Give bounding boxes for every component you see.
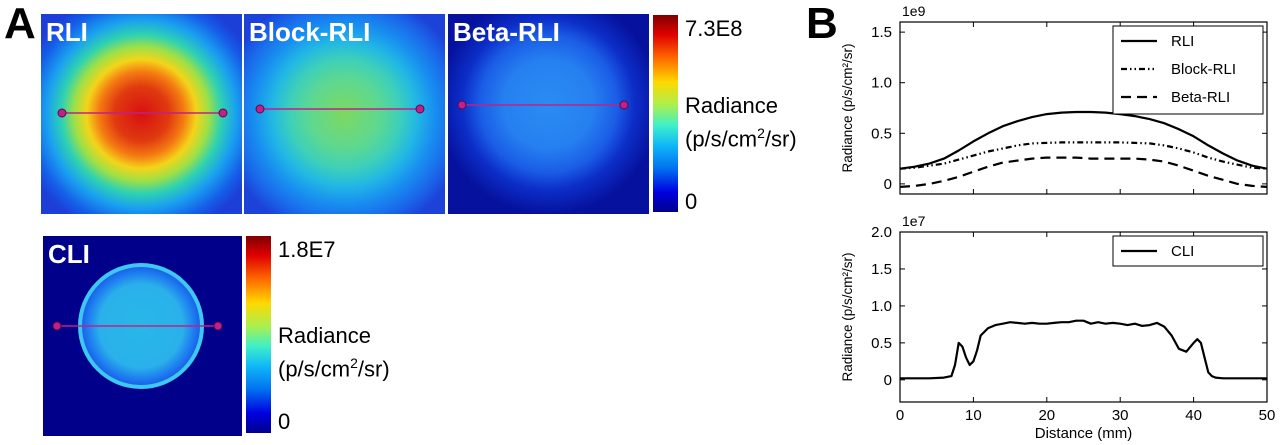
chart-legend: CLI [1112,235,1264,267]
plot-frame [899,21,1268,195]
x-axis-label: Distance (mm) [1035,425,1133,442]
beta-rli-image-title: Beta-RLI [453,17,560,47]
x-tick-label: 20 [1038,407,1055,424]
series-line-rli [900,110,1267,170]
y-tick-label: 2.0 [871,224,892,241]
y-tick-label: 0.5 [871,125,892,142]
y-tick-label: 1.0 [871,298,892,315]
colorbar-top-title-line1: Radiance [685,93,778,118]
series-line-block-rli [900,141,1267,170]
colorbar-top-title: Radiance (p/s/cm2/sr) [685,94,797,151]
chart-legend: RLI Block-RLI Beta-RLI [1112,25,1264,115]
block-rli-image-title: Block-RLI [249,17,371,47]
y-tick-label: 0.5 [871,335,892,352]
rli-image-title: RLI [46,17,88,47]
cli-image: CLI [43,236,242,436]
colorbar-bottom-title-line2: (p/s/cm2/sr) [278,355,390,382]
y-tick-label: 1.5 [871,261,892,278]
colorbar-bottom [246,236,271,433]
panel-b-letter: B [806,0,838,48]
x-tick-label: 30 [1112,407,1129,424]
y-scale-label: 1e7 [902,213,926,229]
colorbar-top-max-label: 7.3E8 [685,16,743,41]
cli-heatmap [43,236,242,436]
y-tick-label: 0 [884,372,892,389]
beta-rli-heatmap [448,14,649,214]
colorbar-bottom-min-label: 0 [278,409,291,434]
x-tick-label: 0 [896,407,904,424]
plot-frame [899,231,1268,403]
block-rli-profile-end-marker[interactable] [415,104,425,114]
chart-2: 0 0.5 1.0 1.5 2.0 0 10 20 30 40 50 1e7 Radiance (p/s… [840,213,1275,442]
block-rli-profile-start-marker[interactable] [255,104,265,114]
legend-entry: Beta-RLI [1171,89,1230,106]
colorbar-bottom-max-label: 1.8E7 [278,237,336,262]
legend-entry: RLI [1171,33,1194,50]
legend-entry: Block-RLI [1171,61,1236,78]
rli-heatmap [41,14,242,214]
beta-rli-image: Beta-RLI [448,14,649,214]
block-rli-heatmap [244,14,445,214]
colorbar-top [653,15,678,212]
y-tick-label: 1.0 [871,75,892,92]
chart-1: 0 0.5 1.0 1.5 1e9 Radiance (p/s/cm²/sr) RLI Blo… [840,3,1268,195]
colorbar-top-min-label: 0 [685,189,698,214]
x-tick-label: 50 [1259,407,1276,424]
series-line-cli [900,319,1267,380]
y-scale-label: 1e9 [902,3,926,19]
rli-profile-start-marker[interactable] [57,108,67,118]
panel-a-letter: A [4,0,36,48]
cli-profile-end-marker[interactable] [213,321,223,331]
cli-profile-start-marker[interactable] [52,321,62,331]
cli-image-title: CLI [48,239,90,269]
colorbar-bottom-title-line1: Radiance [278,323,371,348]
block-rli-image: Block-RLI [244,14,445,214]
beta-rli-profile-end-marker[interactable] [619,100,629,110]
colorbar-top-title-line2: (p/s/cm2/sr) [685,125,797,152]
rli-image: RLI [41,14,242,214]
x-tick-label: 40 [1185,407,1202,424]
y-tick-label: 0 [884,176,892,193]
x-tick-label: 10 [965,407,982,424]
colorbar-bottom-title: Radiance (p/s/cm2/sr) [278,324,390,381]
line-charts-panel-b: 0 0.5 1.0 1.5 1e9 Radiance (p/s/cm²/sr) RLI Blo… [840,3,1275,442]
y-axis-label: Radiance (p/s/cm²/sr) [840,252,855,381]
legend-entry: CLI [1171,243,1194,260]
y-axis-label: Radiance (p/s/cm²/sr) [840,43,855,172]
series-line-beta-rli [900,156,1267,188]
rli-profile-end-marker[interactable] [218,108,228,118]
beta-rli-profile-start-marker[interactable] [457,100,467,110]
y-tick-label: 1.5 [871,24,892,41]
